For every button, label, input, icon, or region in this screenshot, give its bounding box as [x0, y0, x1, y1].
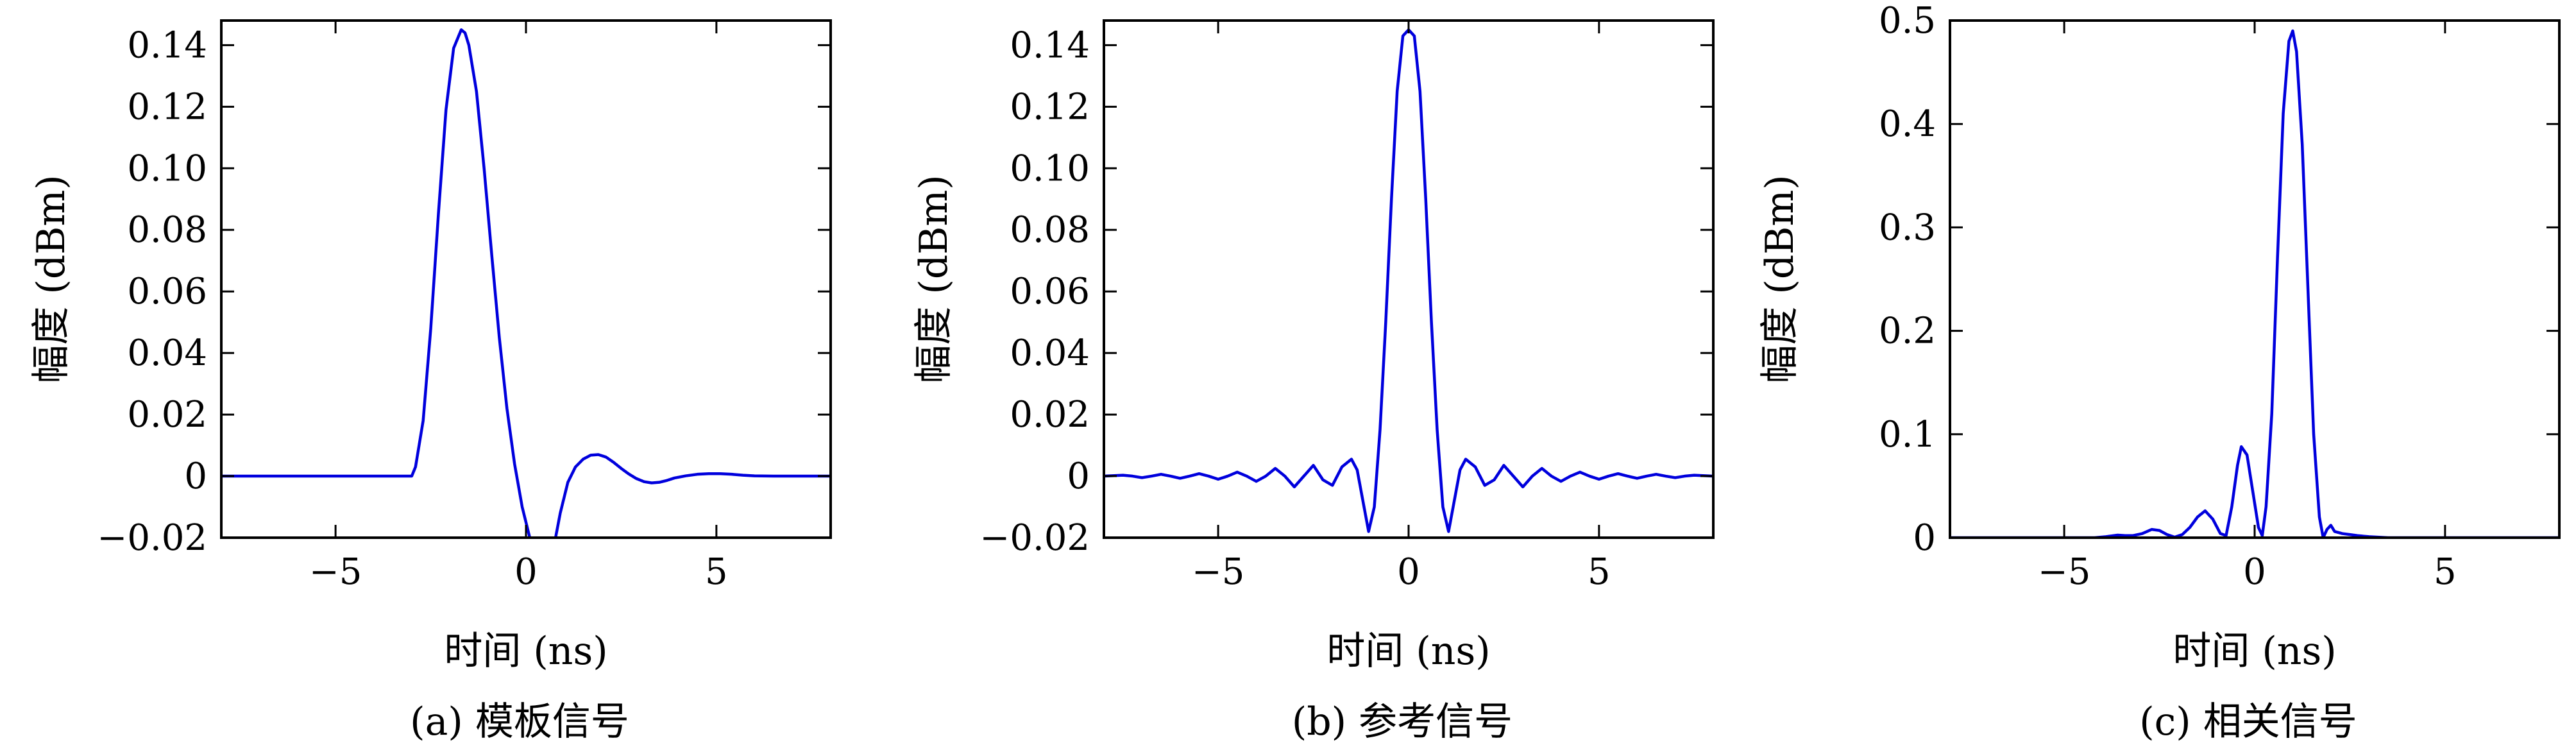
- x-tick-label: 0: [514, 551, 538, 593]
- x-tick-label: −5: [2038, 551, 2091, 593]
- y-tick-label: −0.02: [979, 517, 1090, 559]
- x-tick-label: 0: [2243, 551, 2266, 593]
- y-tick-label: 0.4: [1879, 103, 1936, 145]
- y-tick-label: 0.12: [1010, 86, 1090, 128]
- chart-panel-0: −5 0 5 −0.02 0 0.02 0.04 0.06 0.08 0.10 0.12 0.14 时间…: [29, 19, 832, 744]
- y-tick-label: 0: [184, 456, 207, 497]
- plot-frame: [1103, 19, 1715, 539]
- y-axis-label: 幅度 (dBm): [911, 175, 956, 383]
- y-tick-label: 0.14: [127, 24, 207, 66]
- plot-frame: [1949, 19, 2561, 539]
- x-axis-label: 时间 (ns): [2173, 629, 2336, 674]
- x-tick-label: 0: [1397, 551, 1420, 593]
- y-tick-label: 0.10: [127, 148, 207, 189]
- y-tick-label: 0.5: [1879, 0, 1936, 42]
- y-axis-label: 幅度 (dBm): [29, 175, 74, 383]
- x-tick-label: 5: [705, 551, 728, 593]
- y-tick-label: 0.06: [127, 271, 207, 312]
- y-tick-label: 0.12: [127, 86, 207, 128]
- y-tick-label: 0: [1067, 456, 1090, 497]
- plot-frame: [220, 19, 832, 539]
- y-tick-label: 0.04: [1010, 332, 1090, 374]
- y-axis-label: 幅度 (dBm): [1758, 175, 1802, 383]
- y-tick-label: 0.10: [1010, 148, 1090, 189]
- series-line-0-0: [221, 28, 831, 538]
- panel-caption: (a) 模板信号: [410, 699, 629, 744]
- x-tick-label: 5: [2434, 551, 2457, 593]
- y-tick-label: 0.1: [1879, 414, 1936, 456]
- panel-caption: (c) 相关信号: [2139, 699, 2357, 744]
- x-axis-label: 时间 (ns): [1326, 629, 1490, 674]
- series-line-2-0: [1950, 29, 2559, 538]
- chart-panel-1: −5 0 5 −0.02 0 0.02 0.04 0.06 0.08 0.10 0.12 0.14 时间…: [911, 19, 1715, 744]
- y-tick-label: 0.02: [1010, 394, 1090, 436]
- y-tick-label: 0.04: [127, 332, 207, 374]
- x-tick-label: 5: [1588, 551, 1611, 593]
- y-tick-label: 0.14: [1010, 24, 1090, 66]
- y-tick-label: −0.02: [97, 517, 207, 559]
- x-tick-label: −5: [1192, 551, 1245, 593]
- y-tick-label: 0.3: [1879, 207, 1936, 248]
- panel-caption: (b) 参考信号: [1292, 699, 1513, 744]
- y-tick-label: 0.02: [127, 394, 207, 436]
- series-line-1-0: [1104, 28, 1713, 533]
- chart-panel-2: −5 0 5 0 0.1 0.2 0.3 0.4 0.5 时间 (ns) 幅度 (dBm) (c) 相…: [1758, 0, 2561, 744]
- y-tick-label: 0.08: [1010, 209, 1090, 251]
- y-tick-label: 0: [1913, 517, 1936, 559]
- y-tick-label: 0.06: [1010, 271, 1090, 312]
- x-tick-label: −5: [309, 551, 362, 593]
- x-axis-label: 时间 (ns): [444, 629, 607, 674]
- y-tick-label: 0.2: [1879, 311, 1936, 352]
- y-tick-label: 0.08: [127, 209, 207, 251]
